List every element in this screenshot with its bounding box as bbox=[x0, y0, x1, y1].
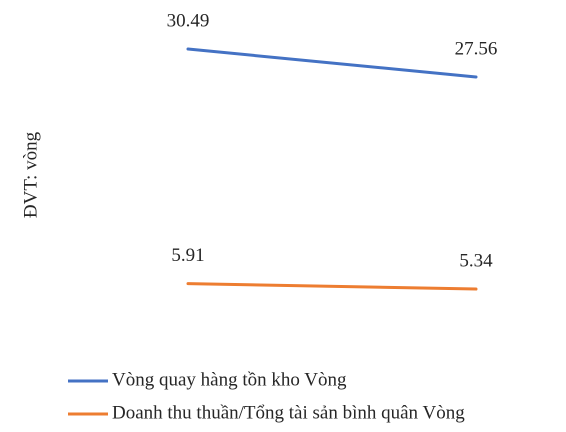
series-line bbox=[186, 47, 478, 79]
y-axis-label: ĐVT: vòng bbox=[20, 131, 41, 218]
data-label: 5.34 bbox=[459, 250, 493, 271]
data-label: 27.56 bbox=[455, 38, 498, 59]
data-label: 30.49 bbox=[167, 10, 210, 31]
series-line bbox=[186, 282, 478, 291]
legend-label: Doanh thu thuần/Tổng tài sản bình quân V… bbox=[112, 402, 465, 423]
data-label: 5.91 bbox=[171, 245, 204, 266]
legend-label: Vòng quay hàng tồn kho Vòng bbox=[112, 369, 347, 390]
